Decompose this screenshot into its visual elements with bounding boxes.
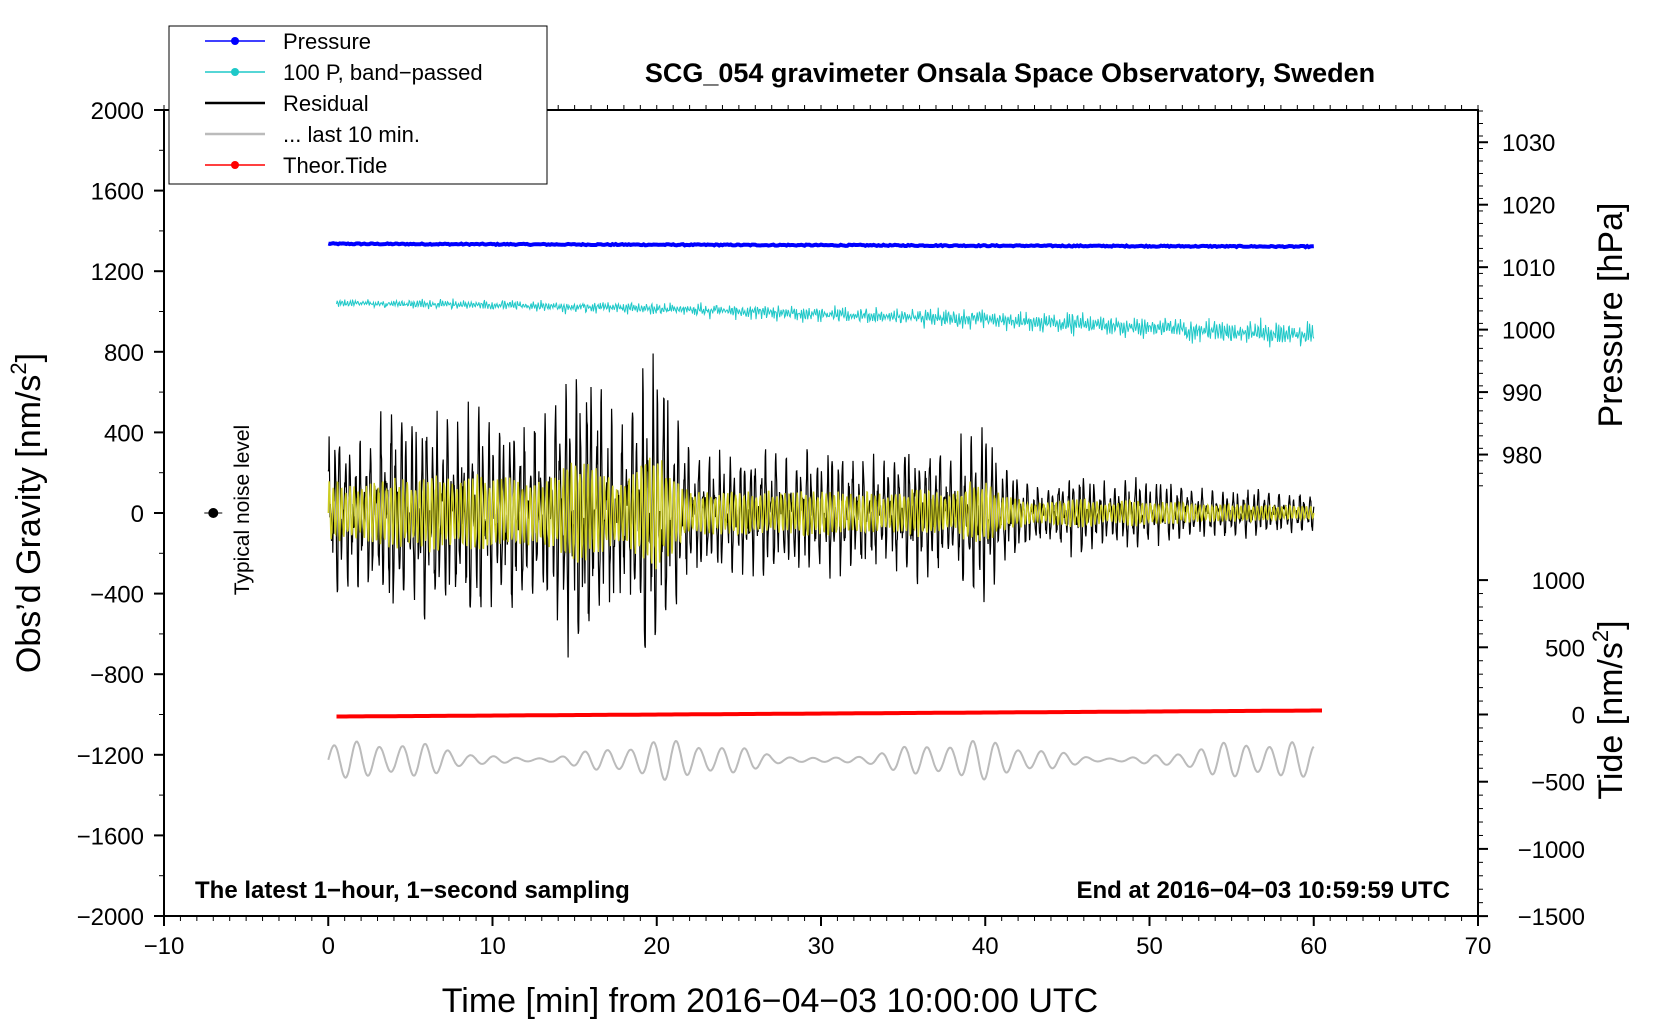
footer-right-note: End at 2016−04−03 10:59:59 UTC <box>1076 877 1450 904</box>
pressure-tick-label: 1030 <box>1502 130 1555 157</box>
pressure-tick-label: 980 <box>1502 443 1542 470</box>
tide-tick-label: −500 <box>1531 770 1585 797</box>
x-tick-label: 20 <box>643 933 670 960</box>
y-left-tick-label: −1600 <box>77 823 144 850</box>
y-left-tick-label: 800 <box>104 340 144 367</box>
y-axis-left-title-sup: 2 <box>6 362 31 374</box>
x-tick-label: 30 <box>808 933 835 960</box>
legend-label: ... last 10 min. <box>283 122 420 147</box>
x-axis-title: Time [min] from 2016−04−03 10:00:00 UTC <box>442 982 1098 1020</box>
legend-box <box>168 25 548 185</box>
tide-axis-title-text: Tide [nm/s <box>1592 642 1630 799</box>
y-left-tick-label: −800 <box>90 662 144 689</box>
plot-area <box>327 241 1322 781</box>
pressure-tick-label: 990 <box>1502 380 1542 407</box>
axes: −10 0 10 20 30 40 50 60 702000160012008004000−40… <box>77 98 1585 960</box>
tide-axis-title-end: ] <box>1592 620 1630 629</box>
footer-left-note: The latest 1−hour, 1−second sampling <box>195 877 630 904</box>
series-pressure <box>327 241 1314 250</box>
x-tick-label: −10 <box>144 933 185 960</box>
chart-title: SCG_054 gravimeter Onsala Space Observat… <box>645 58 1375 88</box>
series-pressure-bandpassed <box>336 298 1315 348</box>
noise-level-label: Typical noise level <box>231 425 254 595</box>
y-left-tick-label: 1600 <box>91 179 144 206</box>
y-left-tick-label: 2000 <box>91 98 144 125</box>
legend-label: Residual <box>283 91 369 116</box>
y-left-tick-label: −2000 <box>77 904 144 931</box>
legend-marker <box>231 37 239 45</box>
y-axis-left-title-end: ] <box>10 353 48 362</box>
tide-tick-label: −1500 <box>1518 904 1585 931</box>
series-residual-filtered <box>327 457 1315 570</box>
series-last-10-min <box>327 739 1315 781</box>
legend: Pressure 100 P, band−passed Residual ... la… <box>168 25 548 185</box>
tide-axis-title-sup: 2 <box>1588 630 1613 642</box>
noise-level-indicator: Typical noise level <box>204 425 254 595</box>
y-left-tick-label: 400 <box>104 420 144 447</box>
legend-label: Theor.Tide <box>283 153 387 178</box>
y-axis-left-title: Obs’d Gravity [nm/s2] <box>6 353 48 673</box>
legend-marker <box>231 161 239 169</box>
legend-label: Pressure <box>283 29 371 54</box>
tide-axis-title: Tide [nm/s2] <box>1588 620 1630 799</box>
y-left-tick-label: −400 <box>90 582 144 609</box>
pressure-tick-label: 1010 <box>1502 255 1555 282</box>
x-tick-label: 60 <box>1300 933 1327 960</box>
tide-tick-label: 500 <box>1545 635 1585 662</box>
tide-tick-label: 0 <box>1572 703 1585 730</box>
pressure-tick-label: 1020 <box>1502 193 1555 220</box>
x-tick-label: 40 <box>972 933 999 960</box>
x-tick-label: 0 <box>322 933 335 960</box>
x-tick-label: 10 <box>479 933 506 960</box>
y-left-tick-label: 1200 <box>91 259 144 286</box>
legend-marker <box>231 68 239 76</box>
x-tick-label: 50 <box>1136 933 1163 960</box>
y-left-tick-label: 0 <box>131 501 144 528</box>
y-axis-left-title-text: Obs’d Gravity [nm/s <box>10 375 48 674</box>
tide-tick-label: 1000 <box>1532 568 1585 595</box>
tide-tick-label: −1000 <box>1518 837 1585 864</box>
y-left-tick-label: −1200 <box>77 743 144 770</box>
pressure-tick-label: 1000 <box>1502 318 1555 345</box>
x-tick-label: 70 <box>1465 933 1492 960</box>
legend-label: 100 P, band−passed <box>283 60 483 85</box>
noise-level-point <box>208 508 219 518</box>
series-theoretical-tide <box>336 708 1322 719</box>
pressure-axis-title: Pressure [hPa] <box>1592 203 1630 428</box>
